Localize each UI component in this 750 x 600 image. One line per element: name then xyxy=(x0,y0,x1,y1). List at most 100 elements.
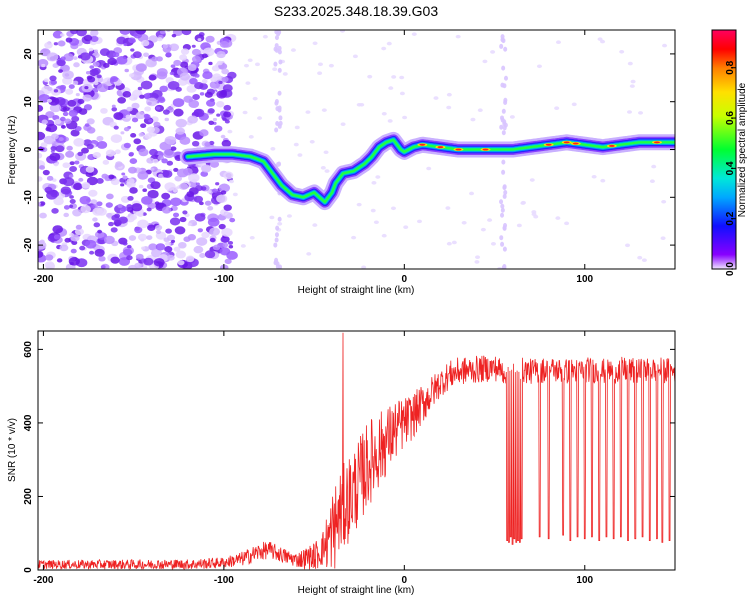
noise-blob xyxy=(216,90,228,99)
noise-blob xyxy=(340,122,346,126)
noise-blob xyxy=(38,59,49,68)
noise-blob xyxy=(53,89,59,93)
noise-blob xyxy=(179,72,191,81)
noise-blob xyxy=(90,204,96,209)
noise-blob xyxy=(163,149,175,159)
noise-blob xyxy=(209,80,221,89)
colorbar-tick-label: 0.8 xyxy=(725,60,736,74)
noise-blob xyxy=(63,212,69,218)
noise-blob xyxy=(62,177,75,187)
noise-blob xyxy=(480,227,486,232)
snr-frame xyxy=(37,330,676,571)
noise-blob xyxy=(53,197,64,206)
noise-blob xyxy=(571,102,577,107)
noise-blob xyxy=(216,113,221,117)
noise-blob xyxy=(182,210,188,215)
noise-blob xyxy=(91,67,101,75)
noise-blob xyxy=(61,125,66,129)
noise-blob xyxy=(85,239,97,249)
spectrogram-y-tick-label: 0 xyxy=(23,146,34,152)
noise-blob xyxy=(199,129,209,137)
noise-blob xyxy=(328,63,334,68)
noise-blob xyxy=(320,166,326,170)
noise-blob xyxy=(152,158,159,164)
noise-blob xyxy=(45,126,52,132)
noise-blob xyxy=(123,248,133,256)
noise-blob xyxy=(141,39,150,47)
noise-blob xyxy=(195,182,200,186)
noise-blob xyxy=(201,53,208,59)
ridge-hotspot xyxy=(455,148,462,151)
noise-blob xyxy=(167,254,175,261)
noise-blob xyxy=(469,191,475,196)
noise-blob xyxy=(167,80,180,90)
noise-blob xyxy=(105,202,113,208)
noise-blob xyxy=(62,111,69,117)
noise-blob xyxy=(113,112,124,120)
noise-blob xyxy=(143,93,151,99)
noise-blob xyxy=(146,157,155,164)
noise-blob xyxy=(185,255,195,263)
noise-blob xyxy=(445,206,451,210)
noise-blob xyxy=(662,43,668,48)
noise-blob xyxy=(124,68,129,73)
noise-blob xyxy=(169,217,181,226)
noise-blob xyxy=(123,43,128,47)
noise-blob xyxy=(500,241,505,247)
noise-blob xyxy=(391,75,397,79)
noise-blob xyxy=(207,217,220,227)
noise-blob xyxy=(373,220,379,225)
noise-blob xyxy=(274,35,279,41)
colorbar-tick-label: 0.2 xyxy=(725,211,736,225)
noise-blob xyxy=(433,96,439,100)
noise-blob xyxy=(502,184,507,190)
noise-blob xyxy=(56,59,66,67)
noise-blob xyxy=(96,74,102,79)
noise-blob xyxy=(38,176,43,182)
noise-blob xyxy=(62,70,74,80)
noise-blob xyxy=(272,67,278,71)
noise-blob xyxy=(117,203,123,208)
noise-blob xyxy=(248,135,254,139)
noise-blob xyxy=(46,52,59,62)
noise-blob xyxy=(191,140,200,147)
ridge-hotspot xyxy=(608,144,615,147)
spectrogram-y-tick-label: -10 xyxy=(23,190,34,205)
noise-blob xyxy=(502,83,507,89)
noise-blob xyxy=(500,207,505,213)
noise-blob xyxy=(106,212,113,218)
noise-blob xyxy=(114,149,121,155)
noise-blob xyxy=(172,98,185,108)
noise-blob xyxy=(218,80,223,85)
noise-blob xyxy=(286,214,292,218)
noise-blob xyxy=(73,62,80,68)
noise-blob xyxy=(509,115,515,119)
noise-blob xyxy=(274,99,279,105)
noise-blob xyxy=(216,194,228,203)
noise-blob xyxy=(218,223,226,230)
noise-blob xyxy=(178,241,187,249)
noise-blob xyxy=(155,229,162,235)
noise-blob xyxy=(591,174,597,179)
noise-blob xyxy=(71,240,78,246)
noise-blob xyxy=(247,58,253,63)
noise-blob xyxy=(38,250,44,258)
colorbar: 0.0 0.2 0.4 0.6 0.8 Normalized spectral ampl… xyxy=(711,29,748,276)
noise-blob xyxy=(426,166,432,171)
noise-blob xyxy=(219,40,229,48)
noise-blob xyxy=(157,96,165,102)
noise-blob xyxy=(67,99,77,107)
noise-blob xyxy=(210,76,218,83)
noise-blob xyxy=(49,152,61,162)
colorbar-frame xyxy=(711,29,737,270)
noise-blob xyxy=(106,193,114,200)
noise-blob xyxy=(140,123,147,129)
noise-blob xyxy=(170,239,176,243)
noise-blob xyxy=(375,175,381,179)
noise-blob xyxy=(209,227,221,236)
noise-blob xyxy=(81,182,91,189)
noise-blob xyxy=(212,244,221,251)
noise-blob xyxy=(134,226,143,234)
noise-blob xyxy=(194,34,205,42)
